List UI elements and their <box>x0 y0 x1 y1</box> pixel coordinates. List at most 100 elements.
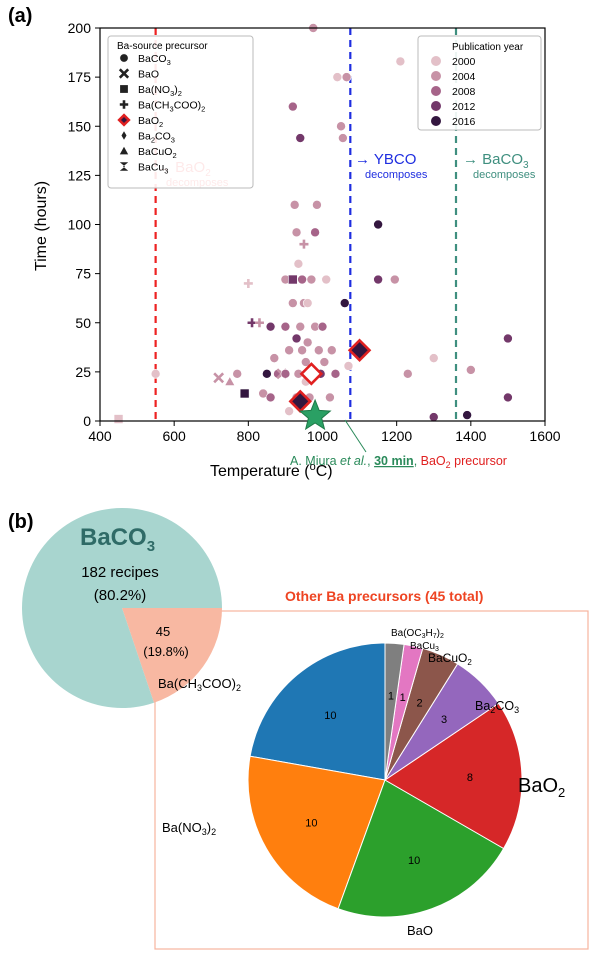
point-square <box>239 388 250 399</box>
legend-year: Publication year 2000 2004 2008 2012 2016 <box>417 35 542 131</box>
point-circle <box>390 274 400 285</box>
point-circle <box>284 345 294 356</box>
x-tick-label: 800 <box>237 428 261 444</box>
vline-label: → YBCO <box>355 151 416 168</box>
legend-precursor-item: BaCO3 <box>138 53 171 67</box>
pie-slice-label: 10 <box>408 855 420 867</box>
annotation-leader <box>344 419 367 453</box>
pie-slice-label: 3 <box>441 714 447 726</box>
pie-slice <box>122 608 222 703</box>
point-circle <box>310 227 320 238</box>
legend-precursor-item: BaCu3 <box>138 162 168 176</box>
vline-label: → BaCO3 <box>463 151 529 171</box>
point-circle <box>297 274 307 285</box>
point-circle <box>321 274 332 285</box>
legend-year-swatch <box>431 71 441 81</box>
legend-precursor-item: BaO <box>138 69 159 81</box>
point-circle <box>428 412 439 422</box>
other-box <box>154 610 589 950</box>
point-circle <box>343 361 354 371</box>
point-diamond-bao2 <box>117 113 131 127</box>
point-circle <box>295 133 306 143</box>
point-circle <box>466 365 476 375</box>
point-circle <box>313 345 324 356</box>
legend-precursor-item: Ba2CO3 <box>138 131 175 145</box>
point-bowtie <box>119 162 129 171</box>
point-circle <box>232 369 243 379</box>
star-marker <box>298 398 332 431</box>
pie-slice <box>384 702 523 850</box>
legend-precursor-item: BaCuO2 <box>138 146 177 160</box>
pie-bacO3 <box>22 508 222 709</box>
point-circle <box>284 406 294 416</box>
point-circle <box>295 321 306 332</box>
point-circle <box>332 72 343 82</box>
label-bacu3: BaCu3 <box>410 641 439 653</box>
miura-star <box>298 398 332 431</box>
vline-label-2: decomposes <box>473 169 536 181</box>
point-circle <box>330 369 341 379</box>
point-circle <box>338 133 348 143</box>
miura-annotation: A. Miura et al., 30 min, BaO2 precursor <box>290 454 507 470</box>
point-diamond-bao2 <box>347 338 372 362</box>
scatter-points <box>113 23 513 424</box>
point-circle <box>280 321 291 332</box>
legend-year-title: Publication year <box>452 42 524 53</box>
point-square <box>113 414 124 424</box>
legend-precursor: Ba-source precursor BaCO3 BaO Ba(NO3)2 Ba(C… <box>107 35 254 189</box>
label-bao2: BaO2 <box>518 775 565 800</box>
pie-slice <box>247 755 386 910</box>
pie-slice <box>22 508 222 709</box>
y-tick-label: 175 <box>68 69 92 85</box>
point-circle <box>302 337 313 348</box>
point-circle <box>339 298 350 308</box>
pie-slice-label: 10 <box>324 710 336 722</box>
pie-slice-label: 10 <box>305 818 317 830</box>
point-circle <box>462 410 472 420</box>
label-bacuo2: BaCuO2 <box>428 651 472 667</box>
x-tick-label: 1400 <box>455 428 486 444</box>
legend-year-swatch <box>431 101 441 111</box>
point-circle <box>336 121 346 132</box>
vline-label-2: decomposes <box>365 169 428 181</box>
point-circle <box>373 219 383 230</box>
pie-slice-label: 8 <box>467 772 473 784</box>
point-circle <box>119 53 129 63</box>
y-tick-label: 200 <box>68 20 92 36</box>
point-plus <box>243 278 253 288</box>
point-thin-diamond <box>121 131 127 140</box>
point-circle <box>297 345 307 356</box>
point-circle <box>288 101 298 112</box>
point-plus <box>119 100 129 109</box>
point-circle <box>265 392 276 403</box>
point-circle <box>265 321 276 332</box>
point-circle <box>402 369 413 379</box>
point-circle <box>301 357 311 367</box>
point-circle <box>319 357 330 367</box>
x-tick-label: 1000 <box>307 428 338 444</box>
y-tick-label: 75 <box>75 266 91 282</box>
point-circle <box>325 392 335 403</box>
legend-precursor-title: Ba-source precursor <box>117 41 208 52</box>
label-bao: BaO <box>407 923 433 938</box>
point-circle <box>395 56 406 67</box>
y-tick-label: 125 <box>68 167 92 183</box>
point-circle <box>341 72 352 82</box>
point-circle <box>326 345 337 356</box>
point-square <box>119 84 129 94</box>
pie-slice-label: 1 <box>400 692 406 704</box>
pie1-other-label: 45 <box>156 624 170 639</box>
legend-year-swatch <box>431 116 441 126</box>
point-circle <box>288 298 298 308</box>
y-tick-label: 100 <box>68 217 92 233</box>
point-circle <box>503 392 513 403</box>
pie1-other-pct: (19.8%) <box>143 644 189 659</box>
point-triangle <box>225 377 235 386</box>
label-acetate: Ba(CH3COO)2 <box>158 676 241 693</box>
x-tick-label: 600 <box>162 428 186 444</box>
point-circle <box>258 388 268 399</box>
pie1-title: BaCO3 <box>80 524 155 555</box>
point-circle <box>291 333 302 344</box>
pie-slice-label: 1 <box>388 690 394 702</box>
